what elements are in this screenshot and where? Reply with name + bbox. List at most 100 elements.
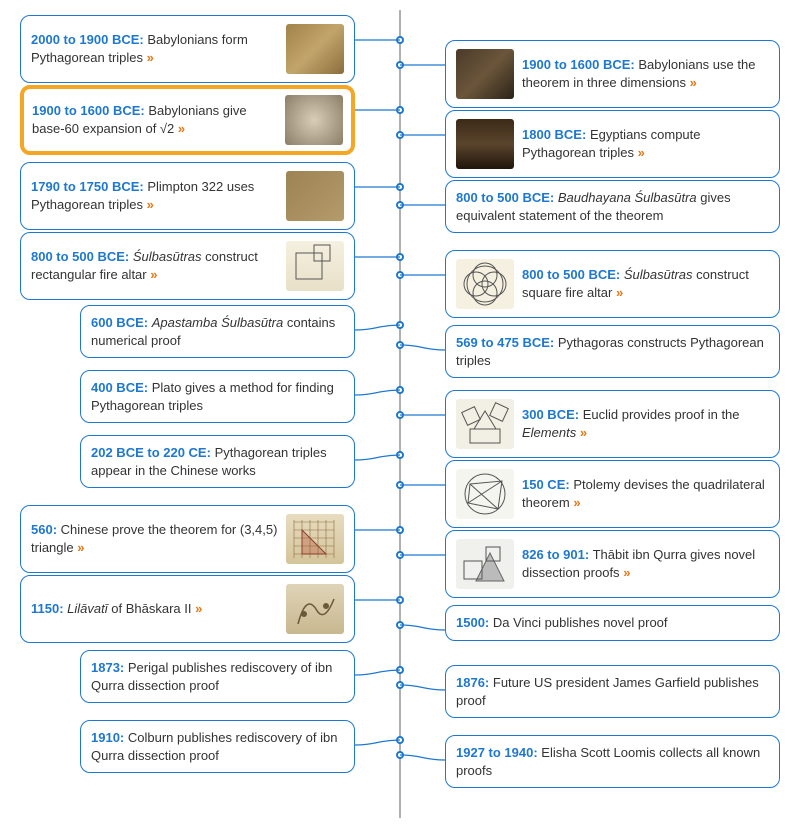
timeline-connector [353,185,402,189]
timeline-node [396,36,404,44]
timeline-entry[interactable]: 2000 to 1900 BCE: Babylonians form Pytha… [20,15,355,83]
entry-description: Colburn publishes rediscovery of ibn Qur… [91,730,337,763]
entry-date: 600 BCE: [91,315,148,330]
entry-text: 300 BCE: Euclid provides proof in the El… [522,406,769,441]
timeline-entry[interactable]: 202 BCE to 220 CE: Pythagorean triples a… [80,435,355,488]
entry-thumbnail [286,24,344,74]
timeline-node [396,321,404,329]
link-arrow-icon: » [580,425,587,440]
link-arrow-icon: » [147,50,154,65]
entry-thumbnail [456,259,514,309]
timeline-entry[interactable]: 600 BCE: Apastamba Śulbasūtra contains n… [80,305,355,358]
entry-date: 800 to 500 BCE: [31,249,129,264]
entry-text: 2000 to 1900 BCE: Babylonians form Pytha… [31,31,278,66]
timeline-entry[interactable]: 1927 to 1940: Elisha Scott Loomis collec… [445,735,780,788]
entry-text: 1790 to 1750 BCE: Plimpton 322 uses Pyth… [31,178,278,213]
entry-date: 202 BCE to 220 CE: [91,445,211,460]
entry-date: 1790 to 1750 BCE: [31,179,144,194]
timeline-entry[interactable]: 1790 to 1750 BCE: Plimpton 322 uses Pyth… [20,162,355,230]
timeline-connector [398,483,447,487]
timeline-connector [398,273,447,277]
entry-date: 800 to 500 BCE: [522,267,620,282]
entry-thumbnail [286,514,344,564]
link-arrow-icon: » [147,197,154,212]
timeline-entry[interactable]: 1500: Da Vinci publishes novel proof [445,605,780,641]
entry-date: 1150: [31,601,64,616]
timeline-node [396,183,404,191]
entry-date: 800 to 500 BCE: [456,190,554,205]
entry-thumbnail [286,584,344,634]
entry-date: 1876: [456,675,489,690]
timeline-connector [398,413,447,417]
link-arrow-icon: » [623,565,630,580]
entry-text: 1500: Da Vinci publishes novel proof [456,614,769,632]
entry-date: 1800 BCE: [522,127,586,142]
timeline-node [396,681,404,689]
timeline-connector [398,753,447,762]
timeline-container: 2000 to 1900 BCE: Babylonians form Pytha… [20,10,780,818]
entry-text: 1910: Colburn publishes rediscovery of i… [91,729,344,764]
entry-text: 600 BCE: Apastamba Śulbasūtra contains n… [91,314,344,349]
timeline-entry[interactable]: 569 to 475 BCE: Pythagoras constructs Py… [445,325,780,378]
timeline-node [396,271,404,279]
timeline-node [396,341,404,349]
entry-text: 569 to 475 BCE: Pythagoras constructs Py… [456,334,769,369]
timeline-entry[interactable]: 150 CE: Ptolemy devises the quadrilatera… [445,460,780,528]
timeline-connector [398,683,447,692]
entry-text: 1900 to 1600 BCE: Babylonians use the th… [522,56,769,91]
timeline-node [396,751,404,759]
entry-text: 1800 BCE: Egyptians compute Pythagorean … [522,126,769,161]
entry-date: 300 BCE: [522,407,579,422]
timeline-connector [353,528,402,532]
entry-text: 560: Chinese prove the theorem for (3,4,… [31,521,278,556]
timeline-entry[interactable]: 826 to 901: Thābit ibn Qurra gives novel… [445,530,780,598]
link-arrow-icon: » [150,267,157,282]
link-arrow-icon: » [638,145,645,160]
entry-text: 800 to 500 BCE: Śulbasūtras construct re… [31,248,278,283]
timeline-node [396,253,404,261]
entry-text: 1876: Future US president James Garfield… [456,674,769,709]
timeline-connector [353,738,402,747]
timeline-node [396,386,404,394]
timeline-entry[interactable]: 800 to 500 BCE: Śulbasūtras construct sq… [445,250,780,318]
link-arrow-icon: » [616,285,623,300]
timeline-entry[interactable]: 1910: Colburn publishes rediscovery of i… [80,720,355,773]
entry-text: 1900 to 1600 BCE: Babylonians give base-… [32,102,277,137]
timeline-entry[interactable]: 1900 to 1600 BCE: Babylonians use the th… [445,40,780,108]
link-arrow-icon: » [690,75,697,90]
timeline-connector [398,343,447,352]
timeline-node [396,106,404,114]
timeline-entry[interactable]: 1800 BCE: Egyptians compute Pythagorean … [445,110,780,178]
timeline-node [396,481,404,489]
timeline-connector [398,133,447,137]
timeline-connector [353,38,402,42]
entry-thumbnail [456,119,514,169]
entry-thumbnail [456,399,514,449]
timeline-connector [398,203,447,207]
entry-date: 560: [31,522,57,537]
timeline-entry[interactable]: 560: Chinese prove the theorem for (3,4,… [20,505,355,573]
timeline-entry[interactable]: 1873: Perigal publishes rediscovery of i… [80,650,355,703]
entry-date: 400 BCE: [91,380,148,395]
entry-description: Da Vinci publishes novel proof [493,615,668,630]
timeline-connector [353,323,402,332]
entry-date: 1910: [91,730,124,745]
entry-date: 1900 to 1600 BCE: [32,103,145,118]
entry-thumbnail [456,539,514,589]
entry-text: 1873: Perigal publishes rediscovery of i… [91,659,344,694]
link-arrow-icon: » [77,540,84,555]
timeline-entry[interactable]: 400 BCE: Plato gives a method for findin… [80,370,355,423]
timeline-entry[interactable]: 800 to 500 BCE: Śulbasūtras construct re… [20,232,355,300]
timeline-connector [353,108,402,112]
timeline-connector [398,553,447,557]
timeline-entry[interactable]: 300 BCE: Euclid provides proof in the El… [445,390,780,458]
link-arrow-icon: » [178,121,185,136]
entry-text: 400 BCE: Plato gives a method for findin… [91,379,344,414]
entry-date: 1900 to 1600 BCE: [522,57,635,72]
timeline-entry[interactable]: 1876: Future US president James Garfield… [445,665,780,718]
timeline-entry[interactable]: 800 to 500 BCE: Baudhayana Śulbasūtra gi… [445,180,780,233]
timeline-node [396,736,404,744]
timeline-entry[interactable]: 1900 to 1600 BCE: Babylonians give base-… [20,85,355,155]
entry-thumbnail [456,49,514,99]
timeline-entry[interactable]: 1150: Lilāvatī of Bhāskara II » [20,575,355,643]
